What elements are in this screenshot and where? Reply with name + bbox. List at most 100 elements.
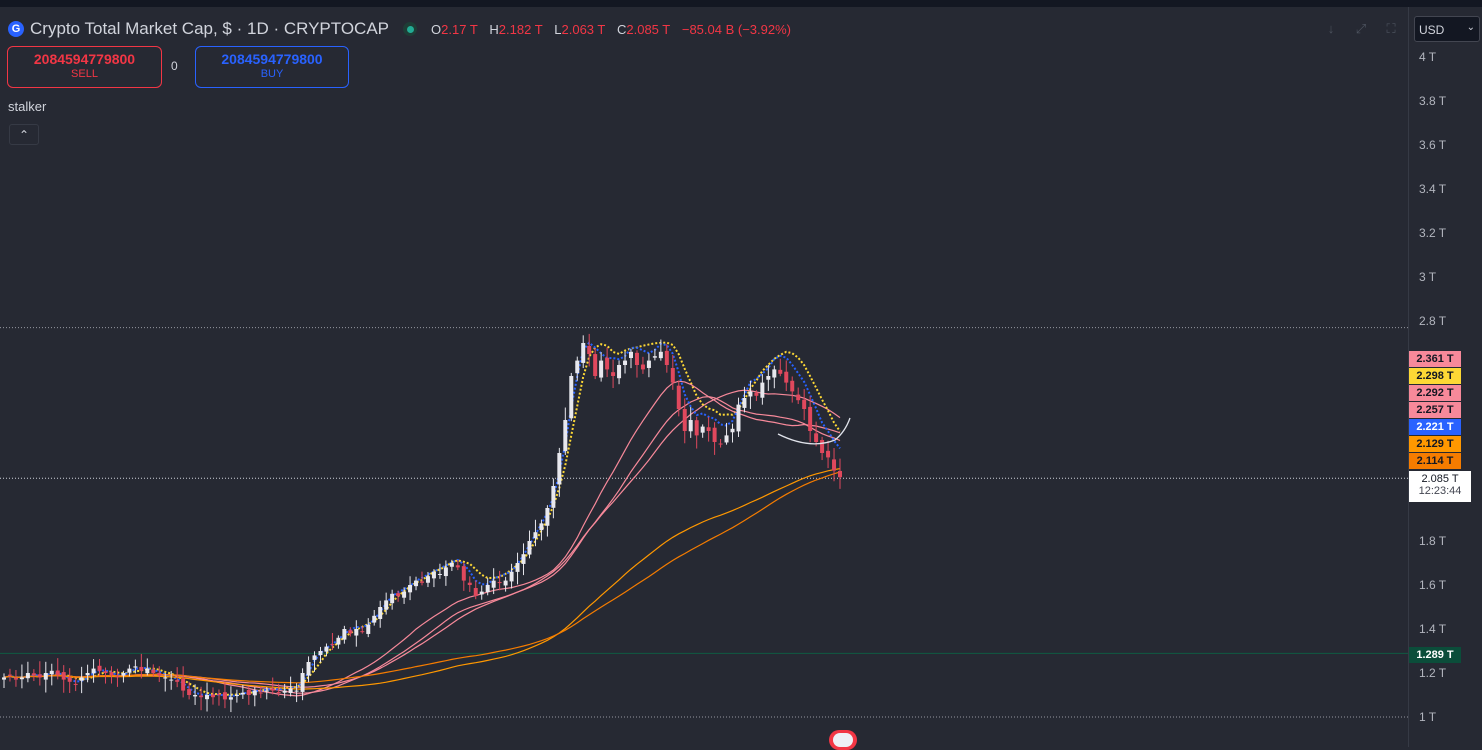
candle-body <box>485 585 490 593</box>
candle-body <box>545 508 550 526</box>
candle-body <box>563 420 568 452</box>
candle-body <box>640 364 645 370</box>
candle-body <box>294 690 299 692</box>
low-key: L <box>554 21 562 37</box>
sell-price: 2084594779800 <box>33 51 136 67</box>
candle-body <box>730 428 735 433</box>
axis-tick-label: 2.8 T <box>1419 314 1447 328</box>
chevron-up-icon: ⌃ <box>18 127 30 142</box>
candle-body <box>449 563 454 567</box>
candle-body <box>557 453 562 485</box>
candle-body <box>49 670 54 675</box>
candle-body <box>593 354 598 376</box>
axis-tick-label: 1 T <box>1419 710 1437 724</box>
candle-body <box>700 426 705 433</box>
candle-body <box>252 690 257 696</box>
candle-body <box>163 677 168 679</box>
axis-tick-label: 1.2 T <box>1419 666 1447 680</box>
candle-body <box>199 695 204 698</box>
candle-body <box>587 345 592 354</box>
candle-body <box>820 439 825 453</box>
symbol-legend: G Crypto Total Market Cap, $ · 1D · CRYP… <box>8 18 791 40</box>
buy-label: BUY <box>260 68 284 80</box>
candle-body <box>408 585 413 593</box>
candle-body <box>318 651 323 656</box>
axis-tick-label: 3 T <box>1419 270 1437 284</box>
candle-body <box>234 695 239 696</box>
indicator-label[interactable]: stalker <box>8 99 47 114</box>
collapse-indicators-button[interactable]: ⌃ <box>9 124 39 145</box>
candle-body <box>754 392 759 396</box>
candle-body <box>748 391 753 397</box>
candle-body <box>623 360 628 366</box>
moving-average-line <box>3 341 841 696</box>
candle-body <box>366 624 371 634</box>
candle-body <box>133 666 138 668</box>
candle-body <box>85 673 90 676</box>
ma-price-badge: 2.257 T <box>1409 402 1461 418</box>
candle-body <box>838 470 842 478</box>
candle-body <box>121 673 126 676</box>
ma-price-badge: 2.114 T <box>1409 453 1461 469</box>
candle-body <box>515 563 520 572</box>
symbol-title[interactable]: Crypto Total Market Cap, $ · 1D · CRYPTO… <box>30 19 390 38</box>
candle-body <box>742 398 747 408</box>
candle-body <box>360 631 365 633</box>
collapse-pane-icon[interactable]: ⤢ <box>1355 21 1367 36</box>
currency-select[interactable]: USD ⌄ <box>1414 16 1480 42</box>
ohlc-values: O2.17 T H2.182 T L2.063 T C2.085 T −85.0… <box>431 22 791 37</box>
candle-body <box>372 615 377 623</box>
price-chart[interactable] <box>0 7 1408 747</box>
fullscreen-icon[interactable]: ⛶ <box>1386 21 1396 36</box>
buy-button[interactable]: 2084594779800 BUY <box>195 46 349 88</box>
close-key: C <box>616 21 627 37</box>
candle-body <box>43 673 48 680</box>
candle-body <box>539 523 544 531</box>
horizontal-levels <box>0 327 1408 718</box>
candle-body <box>175 680 180 682</box>
high-key: H <box>489 21 499 37</box>
candle-body <box>491 580 496 588</box>
candle-body <box>306 662 311 676</box>
candle-body <box>187 689 192 695</box>
spread-value: 0 <box>171 59 178 73</box>
candle-body <box>646 360 651 368</box>
candle-body <box>139 666 144 671</box>
candle-body <box>814 433 819 442</box>
moving-average-line <box>3 341 841 697</box>
candle-body <box>808 406 813 431</box>
candle-body <box>533 532 538 539</box>
candle-body <box>455 565 460 568</box>
market-status-icon[interactable] <box>403 22 418 36</box>
axis-tick-label: 1.4 T <box>1419 622 1447 636</box>
candle-body <box>527 541 532 555</box>
open-key: O <box>431 21 442 37</box>
candle-body <box>240 692 245 695</box>
candle-body <box>437 574 442 575</box>
candle-body <box>13 678 18 680</box>
candle-body <box>688 420 693 432</box>
candle-body <box>796 394 801 401</box>
candle-body <box>467 582 472 585</box>
top-bar <box>0 0 1482 7</box>
candle-body <box>127 668 132 673</box>
arrow-down-icon[interactable]: ↓ <box>1327 21 1335 36</box>
candle-body <box>342 629 347 640</box>
candle-body <box>760 382 765 398</box>
sell-button[interactable]: 2084594779800 SELL <box>7 46 162 88</box>
candle-body <box>378 607 383 619</box>
candle-body <box>724 435 729 443</box>
candle-body <box>181 678 186 691</box>
us-flag-event-icon[interactable] <box>829 730 857 750</box>
candle-body <box>575 360 580 374</box>
candle-body <box>205 695 210 700</box>
crypto-logo-icon[interactable]: G <box>8 21 24 37</box>
candle-body <box>509 571 514 582</box>
candle-body <box>390 593 395 604</box>
candle-body <box>270 688 275 691</box>
candle-body <box>503 580 508 586</box>
candle-body <box>766 376 771 380</box>
candle-body <box>61 672 66 680</box>
candle-body <box>402 591 407 598</box>
bar-countdown: 12:23:44 <box>1418 485 1462 497</box>
